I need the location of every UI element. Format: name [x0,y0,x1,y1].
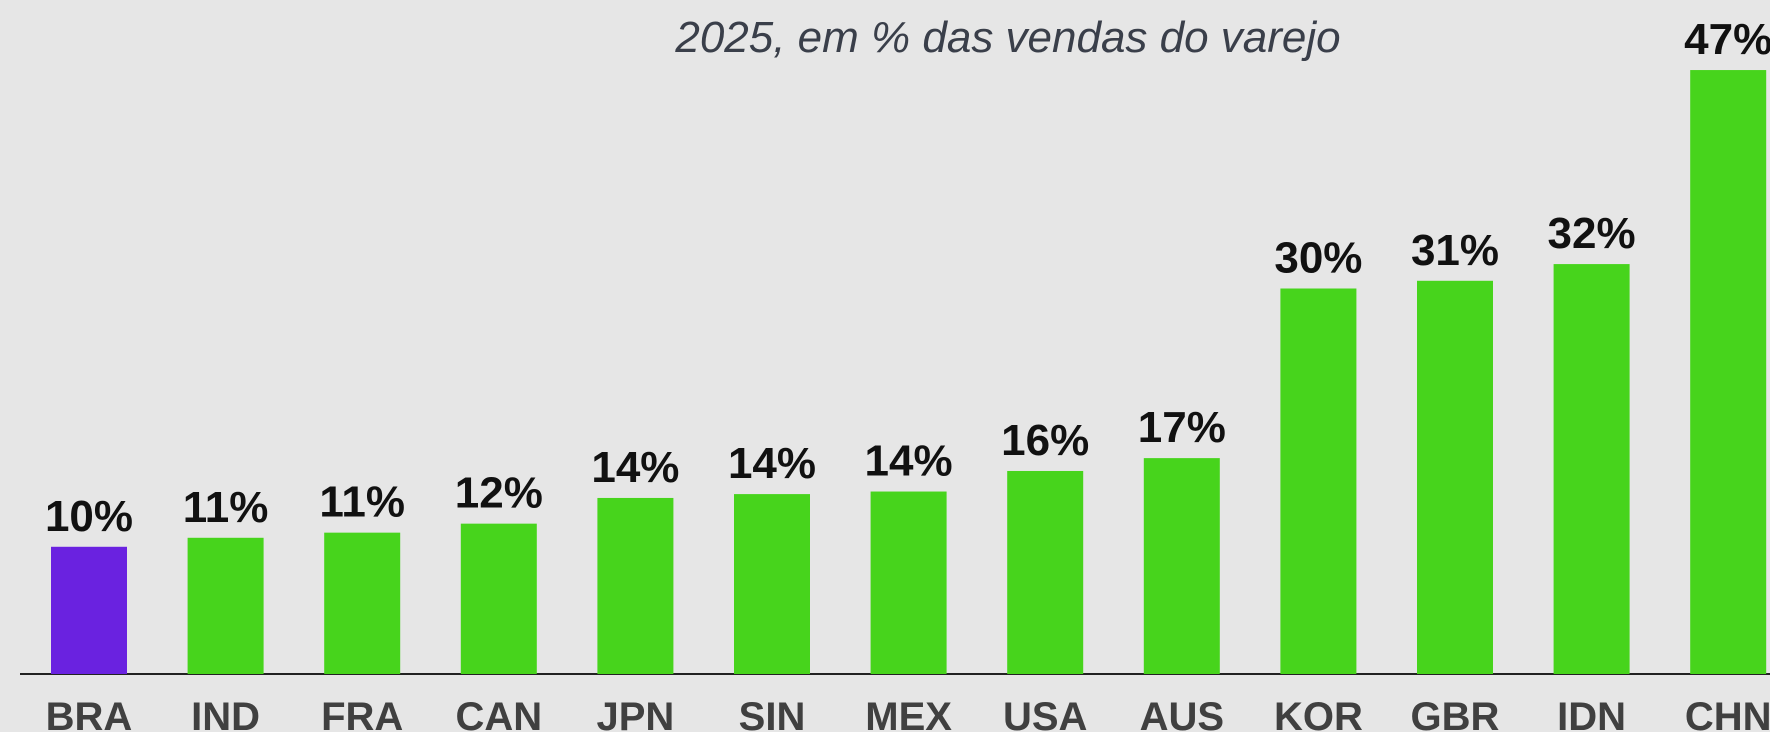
x-tick-label: MEX [865,695,952,732]
data-label: 17% [1138,403,1226,452]
data-label: 47% [1684,15,1770,64]
x-tick-label: AUS [1140,695,1224,732]
bar [1690,70,1767,675]
x-tick-label: IDN [1557,695,1626,732]
data-label: 30% [1274,234,1362,283]
data-label: 14% [865,437,953,486]
bar [870,491,947,674]
chart-title: 2025, em % das vendas do varejo [674,13,1340,62]
bar [1007,470,1084,674]
bar [187,537,264,674]
data-label: 10% [45,492,133,541]
bar [1417,280,1493,674]
x-tick-label: BRA [46,695,133,732]
x-tick-label: CHN [1685,695,1770,732]
bar [51,546,127,674]
bar [1553,264,1630,674]
x-tick-label: FRA [321,695,403,732]
x-tick-label: SIN [739,695,806,732]
data-label: 14% [591,443,679,492]
data-label: 31% [1411,226,1499,275]
bar [597,497,674,674]
data-label: 32% [1548,209,1636,258]
data-label: 11% [183,483,269,532]
data-label: 14% [728,439,816,488]
bar [324,532,401,674]
bar [460,523,537,674]
x-tick-label: GBR [1411,695,1500,732]
x-tick-label: USA [1003,695,1087,732]
data-label: 12% [455,469,543,518]
bar [1143,458,1220,674]
bar [1280,288,1357,674]
bar [734,494,810,674]
x-tick-label: JPN [596,695,674,732]
data-label: 16% [1001,416,1089,465]
data-label: 11% [319,478,405,527]
x-tick-label: KOR [1274,695,1363,732]
x-tick-label: IND [191,695,260,732]
x-tick-label: CAN [455,695,542,732]
